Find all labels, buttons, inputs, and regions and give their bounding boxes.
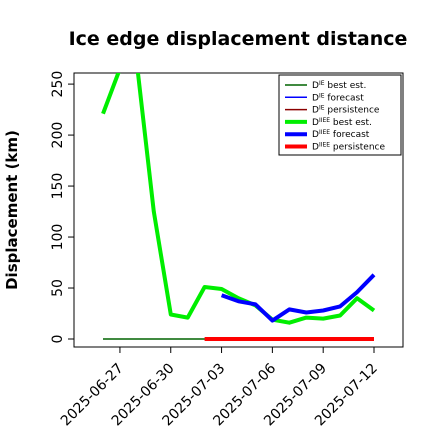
y-tick-label: 250 xyxy=(50,71,66,98)
y-tick-label: 50 xyxy=(50,279,66,297)
legend-entry: DIIEE persistence xyxy=(312,142,385,153)
y-tick-label: 100 xyxy=(50,224,66,251)
x-axis: 2025-06-272025-06-302025-07-032025-07-06… xyxy=(58,347,381,429)
series-line-4 xyxy=(220,273,376,323)
legend-entry: DIIEE best est. xyxy=(312,117,372,128)
legend-entry: DIE best est. xyxy=(312,80,366,91)
legend-entry: DIIEE forecast xyxy=(312,129,370,140)
series-layer xyxy=(101,73,376,341)
legend-entry: DIE persistence xyxy=(312,105,380,116)
series-line-3 xyxy=(101,73,376,325)
plot-frame xyxy=(73,72,404,348)
legend-box xyxy=(278,74,402,156)
chart-title: Ice edge displacement distance xyxy=(69,28,408,50)
y-tick-label: 0 xyxy=(50,335,66,344)
legend-entry: DIE forecast xyxy=(312,92,364,103)
y-tick-label: 150 xyxy=(50,173,66,200)
legend: DIE best est.DIE forecast DIE persistence… xyxy=(278,74,402,156)
y-axis-label: Displacement (km) xyxy=(3,130,21,290)
y-tick-label: 200 xyxy=(50,122,66,149)
y-axis: 0 50 100 150 200 250 xyxy=(50,71,74,344)
